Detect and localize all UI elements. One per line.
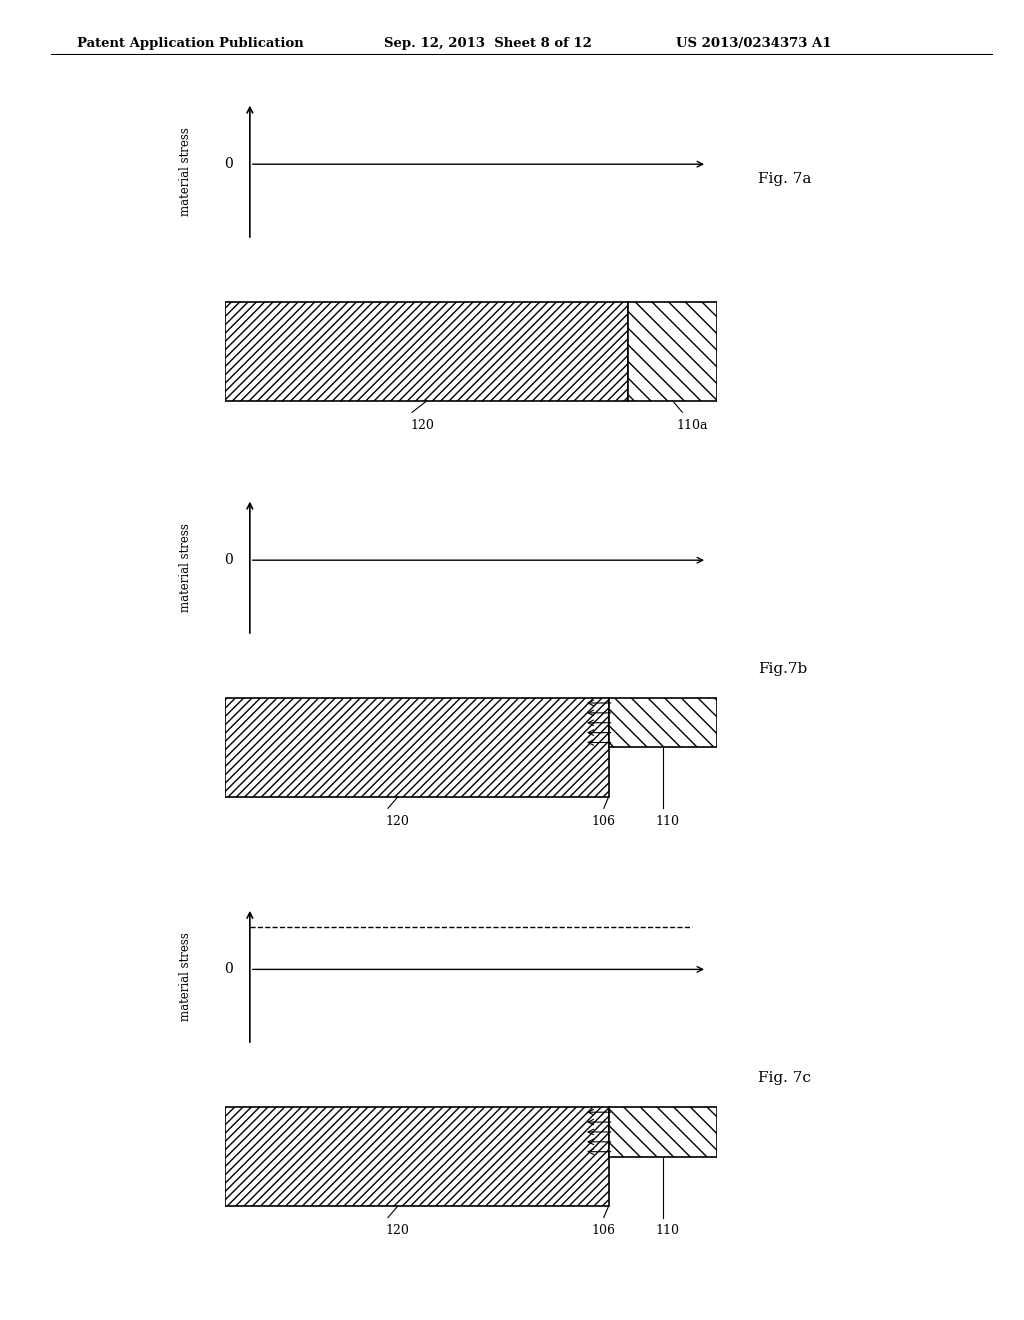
Text: 106: 106 — [592, 814, 615, 828]
Text: Fig. 7c: Fig. 7c — [758, 1071, 811, 1085]
Text: US 2013/0234373 A1: US 2013/0234373 A1 — [676, 37, 831, 50]
Text: 106: 106 — [592, 1224, 615, 1237]
Text: 110: 110 — [655, 1224, 680, 1237]
Bar — [608, 1107, 717, 1156]
Bar — [225, 302, 629, 401]
Text: 120: 120 — [386, 1224, 410, 1237]
Text: 120: 120 — [410, 418, 434, 432]
Text: 110a: 110a — [677, 418, 708, 432]
Bar — [225, 1107, 608, 1206]
Bar — [225, 698, 608, 797]
Text: Sep. 12, 2013  Sheet 8 of 12: Sep. 12, 2013 Sheet 8 of 12 — [384, 37, 592, 50]
Text: 0: 0 — [224, 553, 232, 568]
Text: Fig. 7a: Fig. 7a — [758, 172, 811, 186]
Text: Patent Application Publication: Patent Application Publication — [77, 37, 303, 50]
Text: material stress: material stress — [179, 932, 193, 1020]
Bar — [608, 698, 717, 747]
Text: 110: 110 — [655, 814, 680, 828]
Text: 0: 0 — [224, 157, 232, 172]
Text: material stress: material stress — [179, 523, 193, 611]
Text: material stress: material stress — [179, 127, 193, 215]
Text: Fig.7b: Fig.7b — [758, 661, 807, 676]
Text: 120: 120 — [386, 814, 410, 828]
Text: 0: 0 — [224, 962, 232, 977]
Bar — [629, 302, 717, 401]
